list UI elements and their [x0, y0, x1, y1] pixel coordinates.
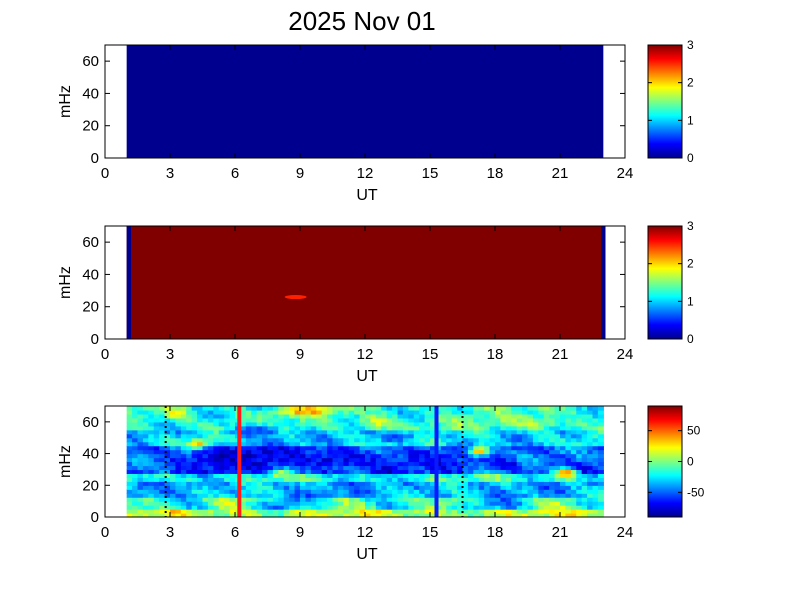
x-tick-label: 21 — [552, 524, 569, 541]
y-tick-label: 0 — [91, 150, 99, 167]
y-tick-label: 60 — [82, 414, 99, 431]
colorbar: 50 0 -50 — [647, 405, 705, 518]
x-tick-label: 0 — [101, 346, 109, 363]
spectrogram-cells — [126, 406, 604, 518]
edge-strip-2 — [601, 226, 606, 339]
y-axis-label: mHz — [57, 445, 74, 478]
x-tick-label: 21 — [552, 346, 569, 363]
colorbar-tick-label: 50 — [687, 424, 701, 438]
x-tick-label: 0 — [101, 165, 109, 182]
colorbar-gradient — [648, 45, 682, 158]
x-tick-label: 6 — [231, 524, 239, 541]
x-tick-label: 18 — [487, 165, 504, 182]
colorbar-gradient — [648, 226, 682, 339]
x-tick-label: 18 — [487, 524, 504, 541]
x-tick-label: 24 — [617, 346, 634, 363]
colorbar-tick-label: 0 — [687, 455, 694, 469]
y-tick-label: 40 — [82, 446, 99, 463]
x-tick-label: 9 — [296, 346, 304, 363]
edge-strip-1 — [126, 226, 131, 339]
y-axis-label: mHz — [57, 266, 74, 299]
colorbar-tick-label: 3 — [687, 38, 694, 52]
panel-bottom: 0 3 6 9 12 15 18 21 24 0 20 40 60 UT mHz 50 0 -50 — [57, 405, 705, 563]
colorbar-tick-label: 2 — [687, 76, 694, 90]
x-tick-label: 24 — [617, 165, 634, 182]
colorbar-frame — [647, 44, 683, 159]
x-tick-label: 15 — [422, 165, 439, 182]
colorbar: 0 1 2 3 — [647, 219, 694, 346]
colorbar-tick-label: 1 — [687, 113, 694, 127]
colorbar-tick-label: 3 — [687, 219, 694, 233]
y-tick-label: 40 — [82, 266, 99, 283]
y-tick-label: 20 — [82, 299, 99, 316]
x-tick-label: 0 — [101, 524, 109, 541]
feature-spot — [284, 295, 307, 300]
x-tick-label: 6 — [231, 346, 239, 363]
y-axis-label: mHz — [57, 85, 74, 118]
y-tick-label: 60 — [82, 234, 99, 251]
y-tick-label: 20 — [82, 118, 99, 135]
x-tick-label: 12 — [357, 346, 374, 363]
colorbar-frame — [647, 225, 683, 340]
colorbar-tick-label: -50 — [687, 485, 705, 499]
colorbar-tick-label: 1 — [687, 294, 694, 308]
y-tick-label: 20 — [82, 477, 99, 494]
y-tick-label: 60 — [82, 53, 99, 70]
colorbar-tick-label: 0 — [687, 332, 694, 346]
x-tick-label: 18 — [487, 346, 504, 363]
figure-title: 2025 Nov 01 — [288, 6, 435, 36]
x-tick-label: 9 — [296, 524, 304, 541]
spectrogram-fill — [126, 45, 604, 158]
x-tick-label: 9 — [296, 165, 304, 182]
spectrogram-fill — [126, 226, 604, 339]
x-tick-label: 21 — [552, 165, 569, 182]
x-tick-label: 12 — [357, 165, 374, 182]
colorbar-tick-label: 2 — [687, 257, 694, 271]
x-axis-label: UT — [356, 368, 378, 385]
colorbar-gradient — [648, 406, 682, 517]
x-axis-label: UT — [356, 546, 378, 563]
x-tick-label: 12 — [357, 524, 374, 541]
y-tick-label: 0 — [91, 331, 99, 348]
x-tick-label: 3 — [166, 346, 174, 363]
colorbar: 0 1 2 3 — [647, 38, 694, 165]
colorbar-tick-label: 0 — [687, 151, 694, 165]
x-tick-label: 3 — [166, 524, 174, 541]
x-axis-label: UT — [356, 187, 378, 204]
x-tick-label: 3 — [166, 165, 174, 182]
y-tick-label: 0 — [91, 509, 99, 526]
x-tick-label: 15 — [422, 524, 439, 541]
x-tick-label: 24 — [617, 524, 634, 541]
y-tick-label: 40 — [82, 85, 99, 102]
x-tick-label: 6 — [231, 165, 239, 182]
x-tick-label: 15 — [422, 346, 439, 363]
